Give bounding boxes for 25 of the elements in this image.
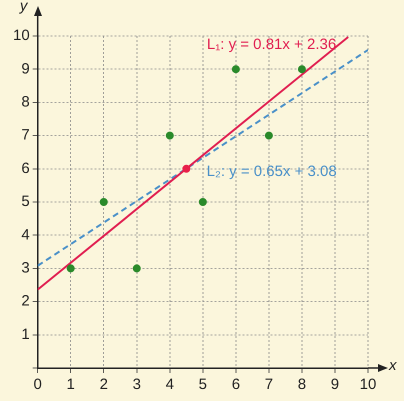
x-tick-label: 1 xyxy=(66,376,75,394)
x-axis-title: x xyxy=(388,357,397,374)
y-axis-title: y xyxy=(18,0,29,15)
x-tick-label: 0 xyxy=(34,376,42,394)
x-tick-label: 6 xyxy=(232,376,240,394)
x-tick-label: 10 xyxy=(360,376,376,394)
y-tick-label: 5 xyxy=(21,193,30,210)
y-tick-label: 9 xyxy=(21,60,30,78)
y-tick-label: 8 xyxy=(21,94,30,111)
x-tick-label: 7 xyxy=(264,376,274,394)
x-tick-label: 2 xyxy=(100,376,108,394)
series-label: L₁: y = 0.81x + 2.36 xyxy=(206,36,336,54)
y-tick-label: 10 xyxy=(12,27,30,44)
y-tick-label: 6 xyxy=(21,160,30,177)
series-label: L₂: y = 0.65x + 3.08 xyxy=(206,163,337,180)
x-tick-label: 9 xyxy=(330,376,340,394)
y-tick-label: 4 xyxy=(21,226,30,244)
x-tick-label: 5 xyxy=(198,376,208,394)
x-tick-label: 3 xyxy=(132,376,141,394)
y-tick-label: 2 xyxy=(21,292,30,310)
y-tick-label: 3 xyxy=(21,260,30,277)
x-tick-label: 8 xyxy=(298,376,306,394)
y-tick-label: 1 xyxy=(21,326,30,343)
x-tick-label: 4 xyxy=(166,376,174,394)
y-tick-label: 7 xyxy=(21,126,30,144)
